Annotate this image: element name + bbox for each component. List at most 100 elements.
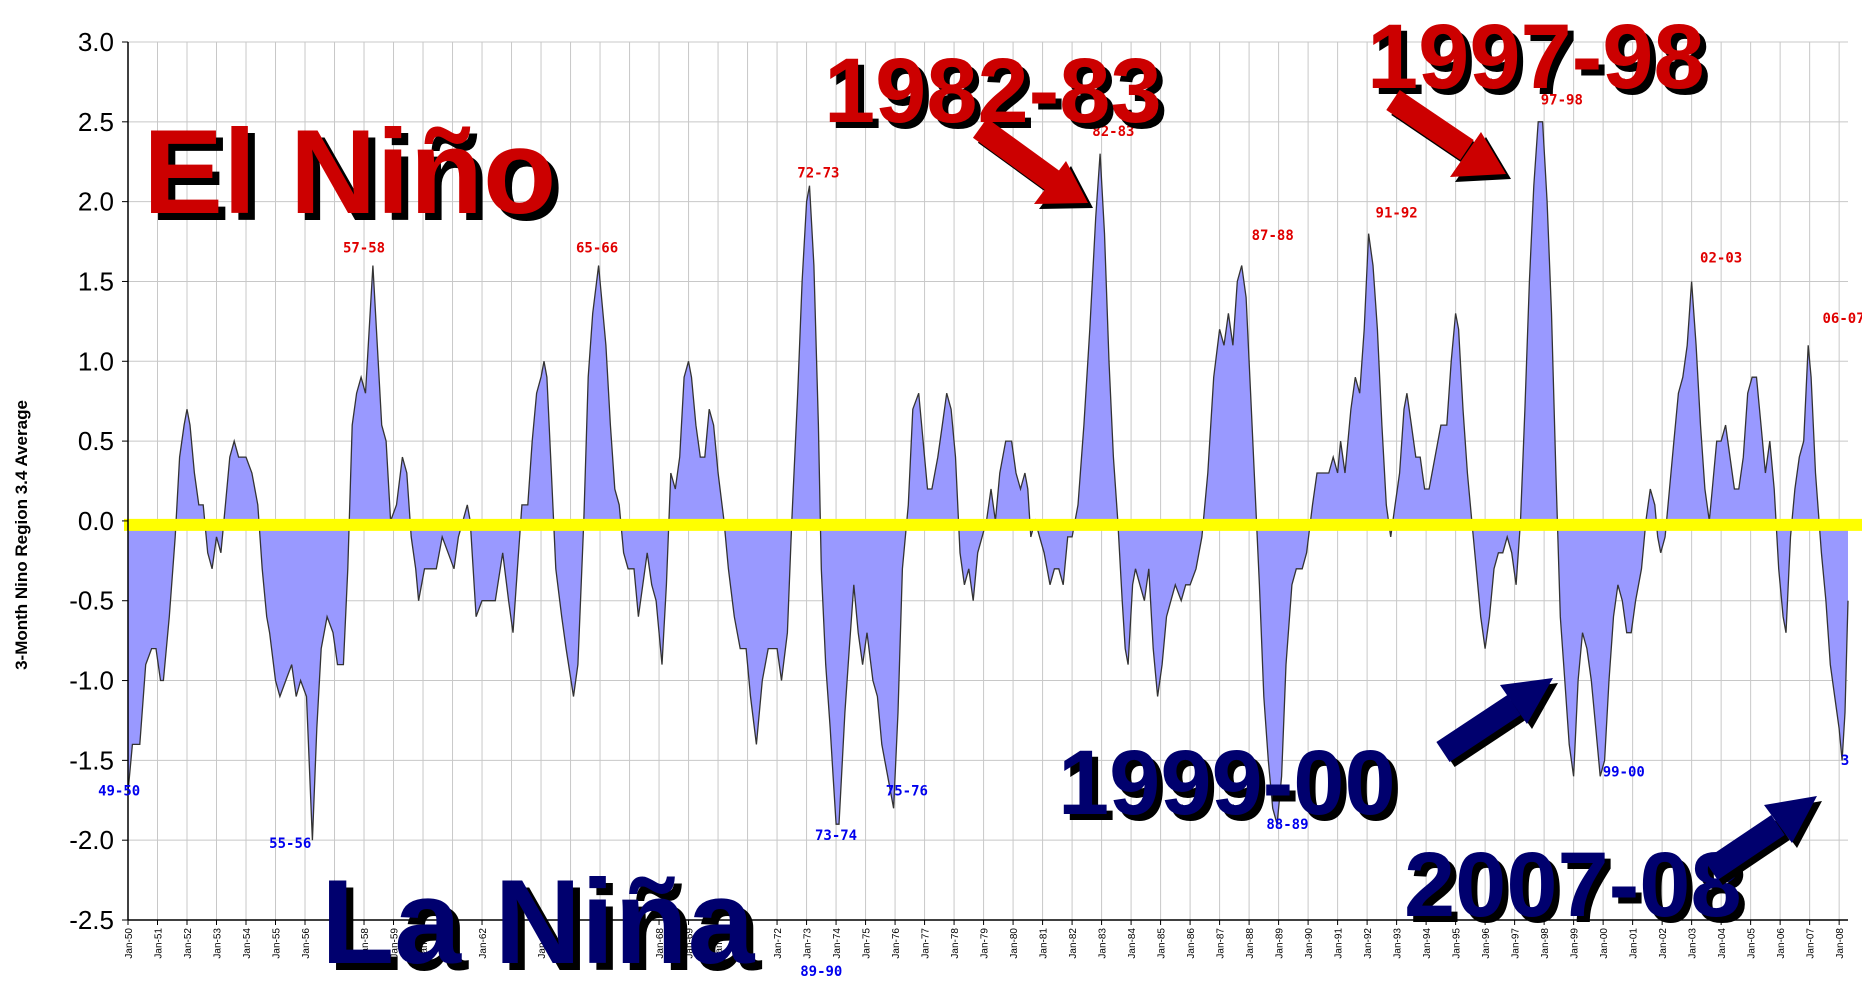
x-tick-label: Jan-85 <box>1157 928 1168 959</box>
x-tick-label: Jan-94 <box>1422 928 1433 959</box>
x-tick-label: Jan-66 <box>596 928 607 959</box>
x-tick-label: Jan-70 <box>714 928 725 959</box>
x-tick-label: Jan-56 <box>301 928 312 959</box>
la-nina-shadow: La Niña <box>328 862 763 983</box>
event-label: 06-07 <box>1822 311 1862 327</box>
event-label: 88-89 <box>1266 817 1308 833</box>
x-tick-label: Jan-50 <box>124 928 135 959</box>
event-label: 57-58 <box>343 241 385 257</box>
event-label: 72-73 <box>797 166 839 182</box>
x-tick-label: Jan-07 <box>1806 928 1817 959</box>
x-tick-label: Jan-61 <box>449 928 460 959</box>
x-tick-label: Jan-96 <box>1481 928 1492 959</box>
y-tick-label: -2.5 <box>69 905 114 935</box>
event-label: 49-50 <box>98 783 140 799</box>
x-tick-label: Jan-97 <box>1511 928 1522 959</box>
event-1997-text: 1997-98 <box>1367 6 1705 108</box>
event-labels: 49-50 55-56 57-58 65-66 72-73 73-74 75-76 82-83… <box>98 92 1862 980</box>
x-tick-label: Jan-57 <box>331 928 342 959</box>
event-1997-annotation: 1997-98 1997-98 <box>1367 6 1711 114</box>
x-tick-label: Jan-89 <box>1275 928 1286 959</box>
axes <box>127 42 1848 921</box>
event-label: 3 <box>1841 753 1849 769</box>
y-tick-label: 0.5 <box>78 426 114 456</box>
x-tick-label: Jan-08 <box>1835 928 1846 959</box>
x-tick-label: Jan-06 <box>1776 928 1787 959</box>
data-area <box>127 121 1849 841</box>
x-tick-label: Jan-69 <box>685 928 696 959</box>
event-1999-text: 1999-00 <box>1058 732 1396 834</box>
x-tick-label: Jan-78 <box>950 928 961 959</box>
x-tick-label: Jan-54 <box>242 928 253 959</box>
x-tick-label: Jan-67 <box>626 928 637 959</box>
event-2007-annotation: 2007-08 2007-08 <box>1404 834 1748 942</box>
arrow-1999 <box>1436 678 1558 768</box>
x-tick-labels: Jan-50 Jan-51 Jan-52 Jan-53 Jan-54 Jan-55 Jan-… <box>124 920 1846 959</box>
y-tick-label: 0.0 <box>78 506 114 536</box>
x-tick-label: Jan-51 <box>154 928 165 959</box>
x-tick-label: Jan-79 <box>980 928 991 959</box>
event-2007-text: 2007-08 <box>1404 834 1742 936</box>
x-tick-label: Jan-55 <box>272 928 283 959</box>
x-tick-label: Jan-60 <box>419 928 430 959</box>
y-tick-label: 3.0 <box>78 27 114 57</box>
x-tick-label: Jan-52 <box>183 928 194 959</box>
arrow-2007 <box>1704 796 1822 885</box>
event-label: 99-00 <box>1603 764 1645 780</box>
x-tick-label: Jan-77 <box>921 928 932 959</box>
el-nino-text: El Niño <box>143 105 556 239</box>
y-tick-label: -2.0 <box>69 825 114 855</box>
x-tick-label: Jan-00 <box>1599 928 1610 959</box>
y-tick-label: 1.5 <box>78 266 114 296</box>
event-1999-annotation: 1999-00 1999-00 <box>1058 732 1402 840</box>
y-tick-label: 2.5 <box>78 107 114 137</box>
event-label: 91-92 <box>1376 206 1418 222</box>
event-2007-shadow: 2007-08 <box>1410 840 1748 942</box>
y-tick-label: 2.0 <box>78 187 114 217</box>
x-tick-label: Jan-83 <box>1098 928 1109 959</box>
event-label: 75-76 <box>886 783 928 799</box>
x-tick-label: Jan-72 <box>773 928 784 959</box>
x-tick-label: Jan-71 <box>744 928 755 959</box>
x-tick-label: Jan-92 <box>1363 928 1374 959</box>
arrow-1997 <box>1386 90 1511 182</box>
x-tick-label: Jan-86 <box>1186 928 1197 959</box>
x-tick-label: Jan-75 <box>862 928 873 959</box>
x-tick-label: Jan-76 <box>891 928 902 959</box>
x-tick-label: Jan-53 <box>213 928 224 959</box>
x-tick-label: Jan-05 <box>1747 928 1758 959</box>
x-tick-label: Jan-90 <box>1304 928 1315 959</box>
el-nino-annotation: El Niño El Niño <box>143 105 563 246</box>
x-tick-label: Jan-65 <box>567 928 578 959</box>
x-tick-label: Jan-74 <box>832 928 843 959</box>
x-tick-label: Jan-64 <box>537 928 548 959</box>
x-tick-label: Jan-82 <box>1068 928 1079 959</box>
event-label: 97-98 <box>1541 92 1583 108</box>
x-tick-label: Jan-98 <box>1540 928 1551 959</box>
x-tick-label: Jan-91 <box>1334 928 1345 959</box>
la-nina-text: La Niña <box>321 855 756 983</box>
y-axis-label: 3-Month Nino Region 3.4 Average <box>12 400 31 670</box>
event-label: 02-03 <box>1700 250 1742 266</box>
event-1999-shadow: 1999-00 <box>1064 738 1402 840</box>
x-tick-label: Jan-03 <box>1688 928 1699 959</box>
x-tick-label: Jan-88 <box>1245 928 1256 959</box>
x-tick-label: Jan-04 <box>1717 928 1728 959</box>
anomaly-line <box>127 121 1849 841</box>
y-tick-labels: 3.0 2.5 2.0 1.5 1.0 0.5 0.0 -0.5 -1.0 -1.5 -2.0 -2.… <box>69 27 128 935</box>
x-tick-label: Jan-63 <box>508 928 519 959</box>
x-tick-label: Jan-59 <box>390 928 401 959</box>
x-tick-label: Jan-58 <box>360 928 371 959</box>
y-tick-label: -1.5 <box>69 745 114 775</box>
event-1997-shadow: 1997-98 <box>1373 12 1711 114</box>
x-tick-label: Jan-73 <box>803 928 814 959</box>
x-tick-label: Jan-93 <box>1393 928 1404 959</box>
y-tick-label: -1.0 <box>69 666 114 696</box>
event-label: 73-74 <box>815 828 857 844</box>
event-label: 87-88 <box>1252 228 1294 244</box>
x-tick-label: Jan-84 <box>1127 928 1138 959</box>
x-tick-label: Jan-99 <box>1570 928 1581 959</box>
x-tick-label: Jan-87 <box>1216 928 1227 959</box>
event-label: 82-83 <box>1092 124 1134 140</box>
